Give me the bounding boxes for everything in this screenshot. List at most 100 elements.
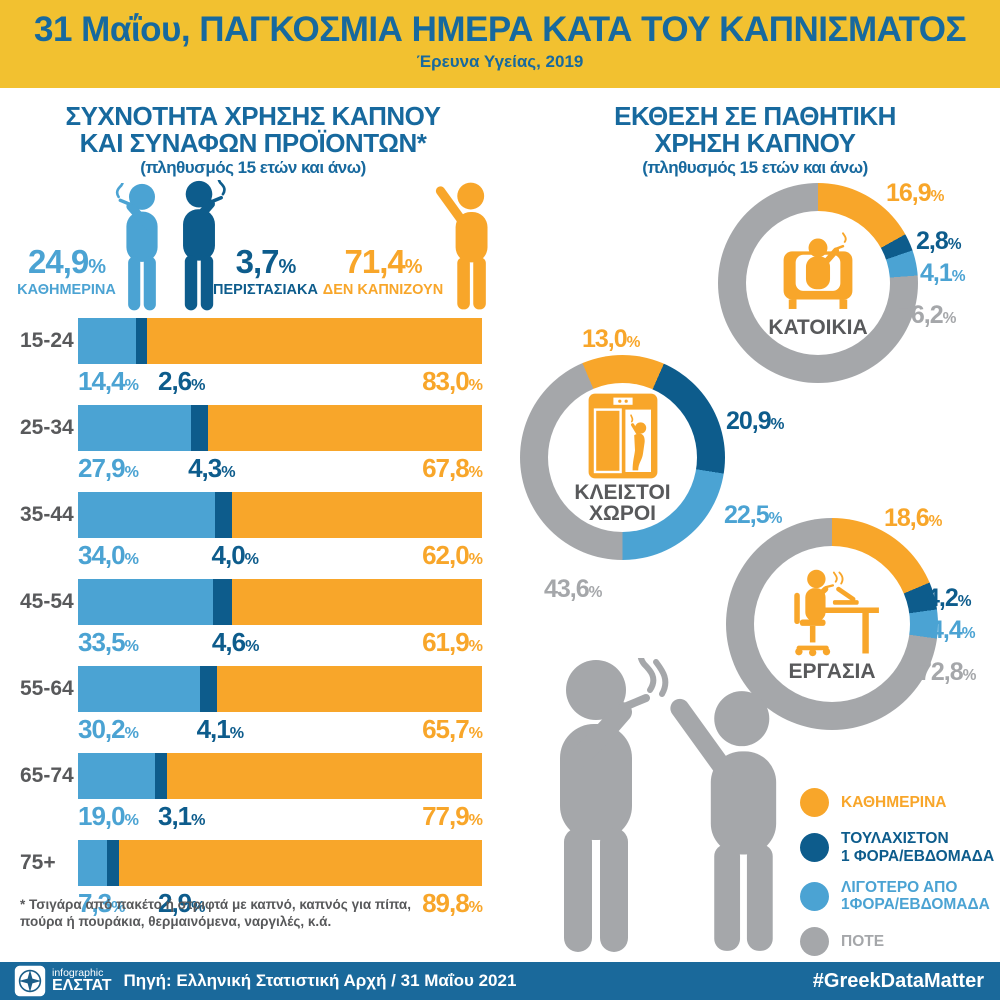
bar-value-label: 30,2% [78, 714, 139, 744]
age-group-label: 45-54 [20, 590, 74, 613]
elstat-logo: infographic ΕΛΣΤΑΤ [14, 965, 112, 997]
legend-label: ΚΑΘΗΜΕΡΙΝΑ [841, 793, 947, 811]
age-group-label: 25-34 [20, 416, 74, 439]
donut-value-never: 43,6% [544, 575, 602, 603]
stacked-bar [78, 840, 482, 886]
legend-color-dot [800, 833, 829, 863]
stat-nonsmokers: 71,4% ΔΕΝ ΚΑΠΝΙΖΟΥΝ [322, 243, 444, 298]
age-group-label: 75+ [20, 851, 56, 874]
bar-row: 55-64 30,2% 4,1% 65,7% [0, 666, 483, 744]
bar-value-label: 65,7% [422, 714, 483, 744]
stacked-bar [78, 492, 482, 538]
percent-sign: % [404, 256, 423, 278]
stacked-bar [78, 666, 482, 712]
stat-nonsmokers-label: ΔΕΝ ΚΑΠΝΙΖΟΥΝ [322, 282, 444, 298]
donut-hole [754, 546, 910, 702]
bar-values: 34,0% 4,0% 62,0% [78, 538, 483, 570]
bar-values: 7,3% 2,9% 89,8% [78, 886, 483, 918]
stat-daily: 24,9% ΚΑΘΗΜΕΡΙΝΑ [14, 243, 119, 298]
bar-value-label: 83,0% [422, 366, 483, 396]
donut-label-work: ΕΡΓΑΣΙΑ [788, 659, 876, 683]
bar-values: 14,4% 2,6% 83,0% [78, 364, 483, 396]
bar-segment [78, 579, 214, 625]
stat-occasional: 3,7% ΠΕΡΙΣΤΑΣΙΑΚΑ [213, 243, 318, 298]
bar-row: 25-34 27,9% 4,3% 67,8% [0, 405, 483, 483]
donut-value-less-weekly: 4,4% [930, 616, 976, 644]
bar-row: 65-74 19,0% 3,1% 77,9% [0, 753, 483, 831]
age-group-label: 35-44 [20, 503, 74, 526]
bar-value-label: 4,6% [211, 627, 260, 657]
bar-segment [78, 318, 137, 364]
bar-value-label: 89,8% [422, 888, 483, 918]
legend-item: ΠΟΤΕ [800, 927, 1000, 957]
bar-value-label: 2,9% [158, 888, 206, 918]
bar-values: 27,9% 4,3% 67,8% [78, 451, 483, 483]
smoker-figure-lightblue-icon [102, 183, 182, 313]
donut-value-weekly: 20,9% [726, 407, 784, 435]
bar-segment [78, 666, 200, 712]
bar-segment [107, 840, 120, 886]
bar-value-label: 4,0% [211, 540, 260, 570]
refusing-figure-gray-icon [642, 684, 814, 958]
bar-value-label: 14,4% [78, 366, 139, 396]
source-text: Πηγή: Ελληνική Στατιστική Αρχή / 31 Μαΐο… [123, 971, 517, 990]
donut-value-less-weekly: 22,5% [724, 501, 782, 529]
age-group-label: 65-74 [20, 764, 74, 787]
stat-nonsmokers-value: 71,4 [344, 243, 405, 280]
stacked-bar [78, 318, 482, 364]
stacked-bar [78, 405, 482, 451]
bar-value-label: 33,5% [78, 627, 139, 657]
stat-daily-value: 24,9 [27, 243, 89, 280]
bar-segment [215, 492, 232, 538]
bar-segment [167, 753, 482, 799]
legend-item: ΛΙΓΟΤΕΡΟ ΑΠΟ 1ΦΟΡΑ/ΕΒΔΟΜΑΔΑ [800, 879, 1000, 915]
bar-segment [154, 753, 168, 799]
donut-value-never: 72,8% [918, 658, 976, 686]
section-title-line2: ΧΡΗΣΗ ΚΑΠΝΟΥ [654, 128, 856, 159]
bar-segment [231, 492, 482, 538]
donut-chart-residence: ΚΑΤΟΙΚΙΑ 16,9% 2,8% 4,1% 76,2% [718, 179, 966, 383]
stacked-bar [78, 753, 482, 799]
donut-value-daily: 16,9% [886, 179, 944, 207]
bar-value-label: 4,1% [196, 714, 245, 744]
legend-item: ΤΟΥΛΑΧΙΣΤΟΝ 1 ΦΟΡΑ/ΕΒΔΟΜΑΔΑ [800, 830, 1000, 866]
legend: ΚΑΘΗΜΕΡΙΝΑ ΤΟΥΛΑΧΙΣΤΟΝ 1 ΦΟΡΑ/ΕΒΔΟΜΑΔΑ ΛΙΓΟ… [800, 788, 1000, 957]
donut-chart-closed-spaces: ΚΛΕΙΣΤΟΙ ΧΩΡΟΙ 13,0% 20,9% 22,5% 43,6% [520, 325, 784, 603]
legend-label: ΛΙΓΟΤΕΡΟ ΑΠΟ 1ΦΟΡΑ/ΕΒΔΟΜΑΔΑ [841, 878, 990, 914]
stacked-bar [78, 579, 482, 625]
section-subtitle: (πληθυσμός 15 ετών και άνω) [642, 158, 868, 178]
bar-segment [78, 753, 155, 799]
bar-values: 19,0% 3,1% 77,9% [78, 799, 483, 831]
percent-sign: % [88, 256, 106, 278]
bar-segment [231, 579, 482, 625]
page-subtitle: Έρευνα Υγείας, 2019 [416, 52, 584, 71]
bar-values: 33,5% 4,6% 61,9% [78, 625, 483, 657]
percent-sign: % [278, 256, 297, 278]
bar-segment [216, 666, 482, 712]
bar-values: 30,2% 4,1% 65,7% [78, 712, 483, 744]
donut-value-daily: 13,0% [582, 325, 640, 353]
bar-row: 35-44 34,0% 4,0% 62,0% [0, 492, 483, 570]
legend-label: ΤΟΥΛΑΧΙΣΤΟΝ 1 ΦΟΡΑ/ΕΒΔΟΜΑΔΑ [841, 830, 995, 865]
bar-segment [200, 666, 217, 712]
donut-value-weekly: 4,2% [926, 584, 972, 612]
smoker-figure-gray-icon [502, 658, 690, 958]
bar-segment [78, 492, 216, 538]
legend-color-dot [800, 881, 829, 911]
bar-value-label: 27,9% [78, 453, 139, 483]
bar-row: 45-54 33,5% 4,6% 61,9% [0, 579, 483, 657]
bar-value-label: 34,0% [78, 540, 139, 570]
donut-label-residence: ΚΑΤΟΙΚΙΑ [768, 315, 868, 339]
section-title-line1: ΣΥΧΝΟΤΗΤΑ ΧΡΗΣΗΣ ΚΑΠΝΟΥ [65, 101, 441, 131]
footer-bar: infographic ΕΛΣΤΑΤ Πηγή: Ελληνική Στατισ… [0, 962, 1000, 1000]
elevator-smoker-icon [588, 393, 657, 478]
hashtag: #GreekDataMatter [812, 969, 984, 992]
donut-value-never: 76,2% [898, 301, 956, 329]
age-group-label: 15-24 [20, 329, 74, 352]
donut-value-weekly: 2,8% [916, 227, 962, 255]
bar-value-label: 3,1% [158, 801, 206, 831]
bar-segment [78, 405, 191, 451]
bar-segment [136, 318, 147, 364]
stat-daily-label: ΚΑΘΗΜΕΡΙΝΑ [17, 282, 116, 298]
